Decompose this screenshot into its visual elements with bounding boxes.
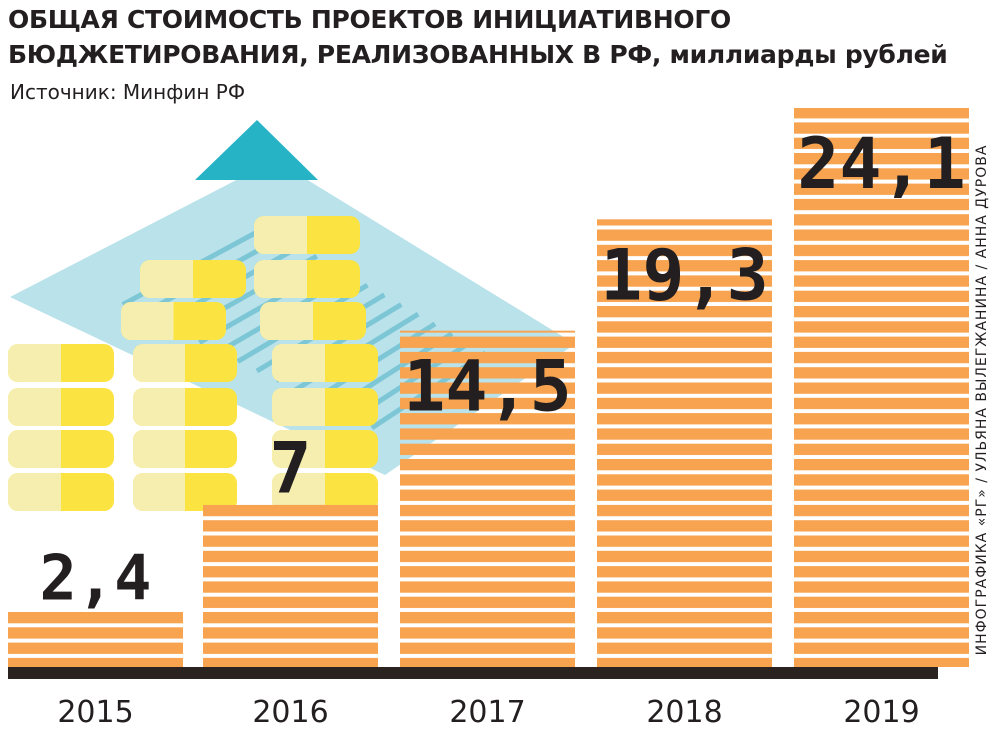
value-label-2016: 7 <box>269 428 311 510</box>
x-axis-baseline <box>8 667 938 679</box>
coin <box>8 344 114 382</box>
coin <box>272 388 378 426</box>
coin <box>260 302 366 340</box>
year-label-2017: 2017 <box>449 695 525 730</box>
year-label-2018: 2018 <box>646 695 722 730</box>
coin <box>133 388 237 426</box>
coin <box>8 430 114 468</box>
coin-stack-icon <box>8 216 378 511</box>
bar-2017 <box>400 330 575 667</box>
value-label-2015: 2,4 <box>40 541 152 614</box>
title-unit: миллиарды рублей <box>669 40 948 69</box>
value-label-2018: 19,3 <box>600 234 769 316</box>
value-label-2017: 14,5 <box>403 346 572 428</box>
coin <box>133 473 237 511</box>
coin <box>140 260 246 298</box>
source-note: Источник: Минфин РФ <box>10 80 246 104</box>
x-axis-labels: 2015 2016 2017 2018 2019 <box>57 695 919 730</box>
coin <box>8 388 114 426</box>
chart-title: ОБЩАЯ СТОИМОСТЬ ПРОЕКТОВ ИНИЦИАТИВНОГО БЮ… <box>8 2 968 72</box>
bar-2015 <box>8 611 183 667</box>
bar-2016 <box>203 504 378 667</box>
bars <box>8 108 969 667</box>
coin <box>133 344 237 382</box>
year-label-2015: 2015 <box>57 695 133 730</box>
value-labels: 2,4 7 14,5 19,3 24,1 <box>40 123 966 614</box>
bar-2019 <box>794 108 969 667</box>
coin <box>121 302 226 340</box>
coin <box>254 216 360 254</box>
coin <box>133 430 237 468</box>
value-label-2019: 24,1 <box>797 123 966 205</box>
year-label-2016: 2016 <box>252 695 328 730</box>
coin <box>272 344 378 382</box>
title-line-1: ОБЩАЯ СТОИМОСТЬ ПРОЕКТОВ ИНИЦИАТИВНОГО <box>8 5 731 34</box>
coin <box>272 430 378 468</box>
document-fold <box>195 120 318 180</box>
year-label-2019: 2019 <box>843 695 919 730</box>
coin <box>8 473 114 511</box>
title-line-2: БЮДЖЕТИРОВАНИЯ, РЕАЛИЗОВАННЫХ В РФ, <box>8 40 662 69</box>
bar-2018 <box>597 219 772 667</box>
coin <box>272 473 378 511</box>
coin <box>254 260 360 298</box>
